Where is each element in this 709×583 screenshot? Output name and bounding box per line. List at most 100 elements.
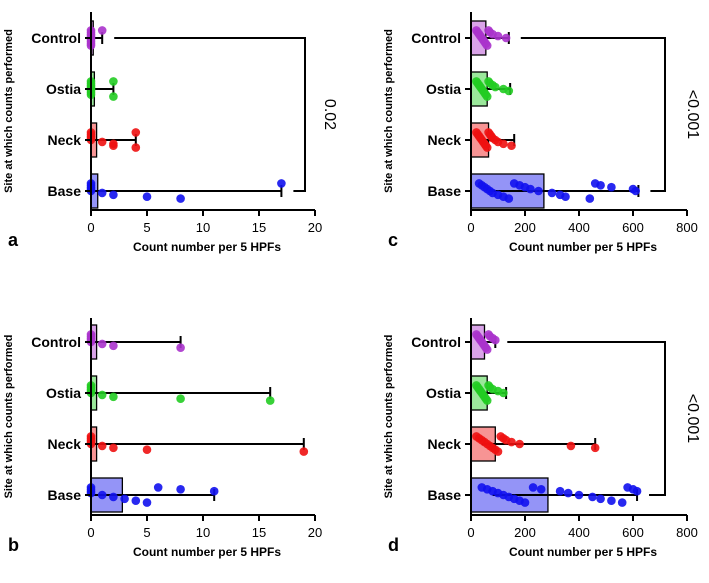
data-point [142, 498, 152, 507]
data-point [526, 184, 535, 194]
p-value: 0.02 [321, 99, 338, 130]
x-tick-label: 10 [196, 220, 210, 235]
series-base [86, 477, 219, 513]
x-tick-label: 20 [308, 525, 322, 540]
category-label: Control [31, 334, 81, 350]
x-tick-label: 10 [196, 525, 210, 540]
significance-bracket [507, 341, 666, 496]
data-point [547, 188, 557, 198]
data-point [585, 194, 595, 203]
category-label: Control [411, 30, 461, 46]
panel-label: c [388, 230, 398, 250]
data-point [482, 41, 492, 50]
data-point [588, 492, 597, 502]
category-label: Base [48, 183, 82, 199]
data-point [97, 26, 107, 35]
series-neck [86, 122, 141, 158]
data-point [507, 141, 516, 150]
data-point [501, 33, 511, 43]
series-ostia [86, 375, 275, 411]
data-point [209, 486, 219, 496]
x-tick-label: 0 [467, 525, 474, 540]
data-point [176, 194, 185, 203]
x-tick-label: 15 [252, 525, 266, 540]
x-tick-label: 0 [467, 220, 474, 235]
data-point [574, 490, 584, 500]
data-point [131, 496, 141, 506]
y-axis-label: Site at which counts performed [3, 335, 15, 499]
x-tick-label: 15 [252, 220, 266, 235]
data-point [153, 483, 163, 492]
panel-label: a [8, 230, 19, 250]
data-point [97, 137, 107, 147]
x-axis-label: Count number per 5 HPFs [509, 240, 657, 254]
data-point [561, 192, 570, 201]
y-axis-label: Site at which counts performed [3, 29, 15, 193]
category-label: Ostia [46, 81, 81, 97]
data-point [499, 139, 508, 149]
data-point [97, 339, 107, 349]
p-value: <0.001 [684, 90, 701, 139]
data-point [482, 396, 492, 405]
data-point [109, 341, 118, 351]
data-point [534, 186, 543, 196]
x-tick-label: 800 [676, 525, 698, 540]
data-point [482, 92, 492, 101]
series-neck [86, 426, 309, 462]
data-point [504, 194, 514, 203]
data-point [493, 31, 503, 41]
series-control [470, 324, 500, 360]
data-point [590, 443, 600, 453]
series-ostia [470, 375, 508, 411]
x-tick-label: 200 [514, 220, 536, 235]
x-tick-label: 400 [568, 525, 590, 540]
x-tick-label: 600 [622, 220, 644, 235]
significance-bracket [520, 37, 666, 192]
chart-panel-c: Control Ostia Neck Base 0 200 400 600 800 Count n… [383, 12, 701, 254]
p-value: <0.001 [684, 394, 701, 443]
x-axis-label: Count number per 5 HPFs [133, 545, 281, 559]
data-point [277, 179, 286, 188]
data-point [299, 447, 309, 456]
panel-label: b [8, 535, 19, 555]
category-label: Neck [428, 132, 462, 148]
data-point [607, 496, 616, 506]
data-point [482, 345, 492, 354]
category-label: Ostia [46, 385, 81, 401]
chart-panel-a: Control Ostia Neck Base 0 5 10 15 20 Count number… [3, 12, 338, 254]
category-label: Ostia [426, 81, 461, 97]
panel-label: d [388, 535, 399, 555]
x-tick-label: 5 [143, 220, 150, 235]
data-point [109, 77, 118, 86]
data-point [176, 485, 185, 494]
chart-panel-b: Control Ostia Neck Base 0 5 10 15 20 Count number… [3, 318, 322, 559]
data-point [109, 443, 118, 453]
series-base [470, 477, 642, 513]
series-neck [470, 122, 516, 158]
data-point [596, 181, 605, 190]
data-point [109, 392, 118, 402]
data-point [120, 494, 129, 504]
data-point [131, 128, 141, 137]
x-tick-label: 0 [87, 220, 94, 235]
y-axis-label: Site at which counts performed [383, 29, 395, 193]
data-point [97, 441, 107, 451]
x-tick-label: 200 [514, 525, 536, 540]
data-point [109, 492, 118, 502]
x-tick-label: 600 [622, 525, 644, 540]
category-label: Base [48, 487, 82, 503]
x-axis-label: Count number per 5 HPFs [509, 545, 657, 559]
data-point [97, 490, 107, 500]
data-point [97, 390, 107, 400]
x-tick-label: 5 [143, 525, 150, 540]
data-point [142, 192, 152, 201]
category-label: Base [428, 487, 462, 503]
data-point [607, 182, 616, 192]
data-point [555, 486, 565, 496]
x-tick-label: 800 [676, 220, 698, 235]
data-point [109, 190, 118, 200]
data-point [617, 498, 627, 507]
data-point [515, 439, 524, 449]
data-point [566, 441, 576, 451]
data-point [265, 396, 275, 405]
